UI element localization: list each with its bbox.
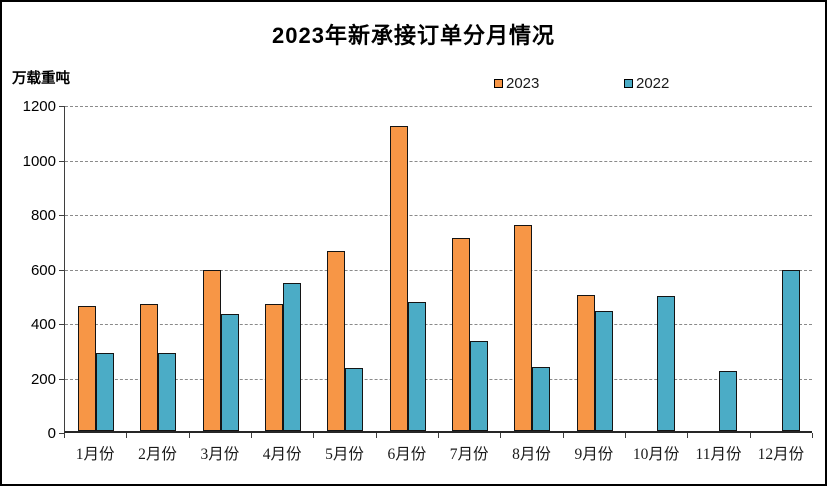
bar-2023-7月份: [452, 237, 471, 431]
bar-group-8月份: [501, 106, 563, 431]
y-tick-label: 1200: [22, 98, 56, 115]
y-tick-label: 800: [30, 207, 56, 224]
bar-2023-6月份: [389, 125, 408, 431]
bar-2022-9月份: [594, 311, 613, 431]
legend-item-2023: 2023: [494, 75, 539, 92]
chart-title: 2023年新承接订单分月情况: [272, 23, 555, 48]
x-tick-mark: [64, 433, 65, 438]
plot-area: [64, 106, 812, 433]
bar-group-2月份: [127, 106, 189, 431]
x-tick-mark: [812, 433, 813, 438]
gridline-1000: [65, 160, 812, 162]
bar-group-3月份: [190, 106, 252, 431]
x-tick-label: 5月份: [325, 446, 364, 463]
bar-2022-1月份: [96, 353, 115, 431]
x-tick-label: 11月份: [695, 446, 742, 463]
x-tick-mark: [188, 433, 190, 438]
x-tick-mark: [687, 433, 689, 438]
x-tick-label: 3月份: [200, 446, 240, 463]
bar-2022-8月份: [532, 366, 551, 431]
x-tick-mark: [500, 433, 502, 438]
bar-group-12月份: [751, 106, 813, 431]
bar-2023-3月份: [202, 270, 221, 431]
x-tick-label: 2月份: [138, 446, 177, 463]
y-tick-mark: [59, 106, 64, 107]
bar-group-9月份: [564, 106, 626, 431]
legend-swatch-2023-icon: [494, 79, 503, 88]
x-tick-label: 4月份: [262, 446, 302, 463]
legend-item-2022: 2022: [624, 75, 669, 92]
bar-2022-5月份: [345, 368, 364, 431]
bar-2022-3月份: [220, 313, 239, 431]
y-tick-label: 200: [30, 370, 56, 388]
bar-2023-4月份: [265, 304, 284, 431]
x-tick-label: 9月份: [574, 446, 614, 463]
x-tick-mark: [625, 433, 626, 438]
gridline-400: [65, 324, 812, 325]
bar-2022-7月份: [470, 341, 489, 431]
gridline-1200: [65, 106, 812, 107]
y-tick-mark: [59, 378, 64, 380]
bar-2023-1月份: [78, 305, 97, 431]
y-tick-mark: [59, 215, 64, 216]
bar-2022-2月份: [158, 353, 177, 431]
bar-group-6月份: [377, 106, 439, 431]
x-tick-mark: [313, 433, 315, 438]
legend-label-2023: 2023: [506, 75, 540, 92]
x-tick-label: 6月份: [387, 446, 427, 463]
y-axis-unit-label: 万载重吨: [12, 71, 70, 87]
y-tick-mark: [59, 324, 64, 325]
x-tick-mark: [749, 433, 751, 438]
y-tick-mark: [59, 160, 64, 162]
gridline-800: [65, 215, 812, 216]
x-tick-label: 7月份: [449, 446, 489, 463]
bar-group-11月份: [688, 106, 750, 431]
y-tick-label: 0: [47, 425, 56, 442]
y-tick-label: 400: [30, 316, 56, 333]
y-tick-label: 1000: [22, 152, 56, 170]
bar-2022-11月份: [719, 371, 738, 431]
y-tick-label: 600: [30, 261, 56, 279]
bar-group-1月份: [65, 106, 127, 431]
gridline-600: [65, 269, 812, 271]
x-tick-label: 10月份: [632, 446, 680, 463]
bar-2022-4月份: [283, 282, 302, 431]
bar-2022-12月份: [781, 270, 800, 431]
bar-group-5月份: [314, 106, 376, 431]
x-tick-mark: [251, 433, 252, 438]
legend-label-2022: 2022: [636, 75, 670, 92]
bar-group-7月份: [439, 106, 501, 431]
bar-2022-6月份: [407, 301, 426, 431]
bar-2023-2月份: [140, 304, 159, 431]
x-tick-label: 1月份: [75, 446, 115, 463]
bar-2022-10月份: [657, 296, 676, 431]
bar-2023-9月份: [576, 294, 595, 431]
bar-group-10月份: [626, 106, 688, 431]
gridline-200: [65, 378, 812, 380]
x-tick-mark: [375, 433, 377, 438]
x-tick-mark: [438, 433, 439, 438]
x-tick-label: 12月份: [757, 446, 805, 463]
bar-2023-8月份: [514, 225, 533, 431]
y-tick-mark: [59, 433, 64, 434]
bar-group-4月份: [252, 106, 314, 431]
y-tick-mark: [59, 269, 64, 271]
legend-swatch-2022-icon: [624, 79, 633, 88]
x-tick-mark: [126, 433, 128, 438]
bar-2023-5月份: [327, 251, 346, 431]
x-tick-label: 8月份: [512, 446, 551, 463]
x-tick-mark: [562, 433, 564, 438]
